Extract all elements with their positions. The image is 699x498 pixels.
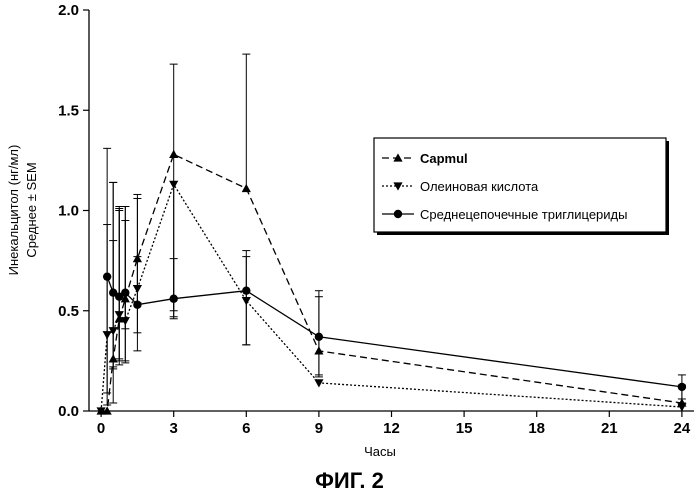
x-tick-label: 24 xyxy=(674,420,691,437)
data-point xyxy=(121,289,129,297)
x-tick-label: 3 xyxy=(170,420,178,437)
y-axis-title-line-1: Инекальцитол (нг/мл) xyxy=(6,145,21,276)
figure-caption: ФИГ. 2 xyxy=(0,468,699,494)
series-line xyxy=(107,277,682,387)
data-point xyxy=(315,333,323,341)
legend-label-2: Олеиновая кислота xyxy=(420,179,539,194)
legend: Capmul Олеиновая кислота Среднецепочечные … xyxy=(374,138,669,235)
y-ticks: 0.0 0.5 1.0 1.5 2.0 xyxy=(58,2,89,420)
x-tick-label: 18 xyxy=(528,420,545,437)
data-point xyxy=(170,295,178,303)
x-tick-label: 9 xyxy=(315,420,323,437)
legend-marker-3 xyxy=(394,210,402,218)
data-point xyxy=(242,184,251,192)
data-point xyxy=(242,287,250,295)
y-tick-label: 0.0 xyxy=(58,403,79,420)
y-tick-label: 1.5 xyxy=(58,102,79,119)
x-ticks: 0 3 6 9 12 15 18 21 24 xyxy=(97,411,691,437)
y-axis-title-line-2: Среднее ± SEM xyxy=(24,162,39,257)
data-point xyxy=(678,383,686,391)
y-tick-label: 1.0 xyxy=(58,203,79,220)
data-point xyxy=(133,301,141,309)
x-tick-label: 0 xyxy=(97,420,105,437)
data-point xyxy=(169,150,178,158)
data-point xyxy=(169,181,178,189)
y-tick-label: 2.0 xyxy=(58,2,79,19)
data-point xyxy=(677,403,686,411)
data-point xyxy=(103,272,111,280)
x-tick-label: 15 xyxy=(456,420,473,437)
legend-label-1: Capmul xyxy=(420,151,468,166)
y-tick-label: 0.5 xyxy=(58,303,79,320)
x-axis-title: Часы xyxy=(364,444,396,459)
legend-label-3: Среднецепочечные триглицериды xyxy=(420,207,627,222)
x-tick-label: 12 xyxy=(383,420,400,437)
x-tick-label: 6 xyxy=(242,420,250,437)
x-tick-label: 21 xyxy=(601,420,618,437)
